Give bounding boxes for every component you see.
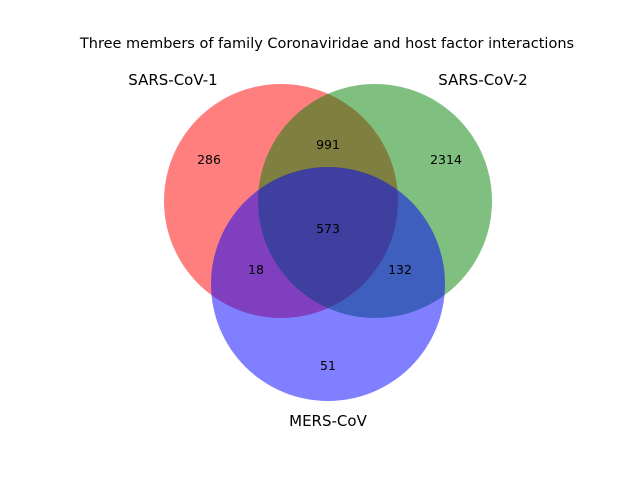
set-circles xyxy=(164,84,492,401)
count-sars2-mers: 132 xyxy=(388,262,412,277)
set-circle-mers-cov xyxy=(211,167,445,401)
count-sars1-sars2: 991 xyxy=(316,137,340,152)
count-mers-cov-only: 51 xyxy=(320,358,336,373)
set-label-sars-cov-1: SARS-CoV-1 xyxy=(128,71,217,89)
set-label-sars-cov-2: SARS-CoV-2 xyxy=(438,71,527,89)
count-sars1-mers: 18 xyxy=(248,262,264,277)
count-all-three: 573 xyxy=(316,221,340,236)
count-sars-cov-1-only: 286 xyxy=(197,152,221,167)
set-label-mers-cov: MERS-CoV xyxy=(289,412,367,430)
chart-title: Three members of family Coronaviridae an… xyxy=(79,36,574,52)
set-labels: SARS-CoV-1 SARS-CoV-2 MERS-CoV xyxy=(128,71,527,430)
region-counts: 286 2314 51 991 18 132 573 xyxy=(197,137,462,373)
count-sars-cov-2-only: 2314 xyxy=(430,152,462,167)
